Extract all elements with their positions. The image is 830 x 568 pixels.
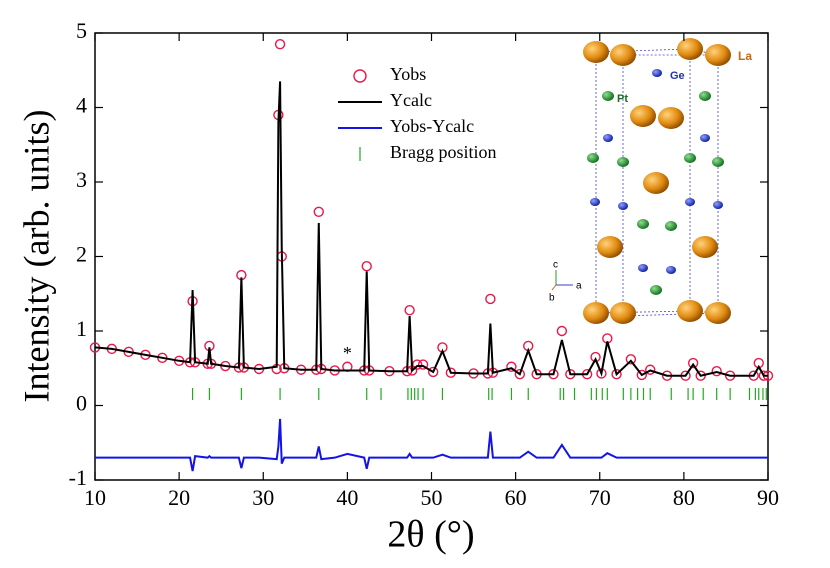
obs-point	[506, 361, 517, 372]
x-tick-label: 70	[589, 485, 611, 510]
legend-label: Ycalc	[390, 90, 432, 110]
obs-point	[611, 369, 622, 380]
obs-point	[313, 206, 324, 218]
obs-point	[485, 293, 496, 305]
y-tick-label: 1	[76, 316, 87, 341]
legend-marker	[353, 69, 367, 83]
obs-point	[687, 357, 699, 369]
obs-point	[361, 260, 372, 272]
annotation: *	[343, 343, 352, 363]
legend-label: Yobs	[390, 64, 426, 84]
axis-letter: a	[576, 281, 582, 292]
y-tick-label: 5	[76, 18, 87, 43]
x-tick-label: 50	[421, 485, 443, 510]
x-tick-label: 20	[168, 485, 190, 510]
obs-point	[274, 38, 286, 50]
x-axis-title: 2θ (°)	[387, 514, 474, 556]
x-tick-label: 60	[505, 485, 527, 510]
obs-point	[711, 366, 722, 377]
x-tick-label: 90	[757, 485, 779, 510]
x-tick-label: 10	[84, 485, 106, 510]
obs-point	[514, 369, 526, 380]
atom-label: Ge	[670, 70, 685, 82]
obs-point	[404, 304, 415, 316]
y-tick-label: 0	[76, 391, 87, 416]
obs-point	[427, 366, 439, 378]
x-tick-label: 40	[336, 485, 358, 510]
obs-point	[625, 354, 637, 365]
obs-point	[695, 370, 706, 381]
atom-label: Pt	[617, 93, 628, 105]
y-tick-label: 4	[76, 93, 87, 118]
y-tick-label: -1	[69, 465, 87, 490]
axis-triad	[551, 270, 573, 291]
crystal-inset	[595, 48, 719, 317]
axis-letter: c	[553, 260, 558, 271]
y-tick-label: 2	[76, 242, 87, 267]
series-line	[95, 418, 768, 472]
obs-point	[645, 364, 656, 375]
obs-point	[636, 369, 648, 381]
y-axis-title: Intensity (arb. units)	[16, 110, 56, 403]
atoms	[583, 38, 731, 324]
atom-label: La	[738, 49, 752, 63]
obs-point	[556, 325, 568, 337]
x-tick-label: 80	[673, 485, 695, 510]
y-tick-label: 3	[76, 167, 87, 192]
obs-point	[758, 370, 769, 381]
x-tick-label: 30	[252, 485, 274, 510]
axis-letter: b	[549, 293, 555, 304]
obs-point	[417, 359, 429, 370]
legend-label: Yobs-Ycalc	[390, 116, 474, 136]
series-line	[94, 81, 768, 377]
legend-label: Bragg position	[390, 142, 497, 162]
